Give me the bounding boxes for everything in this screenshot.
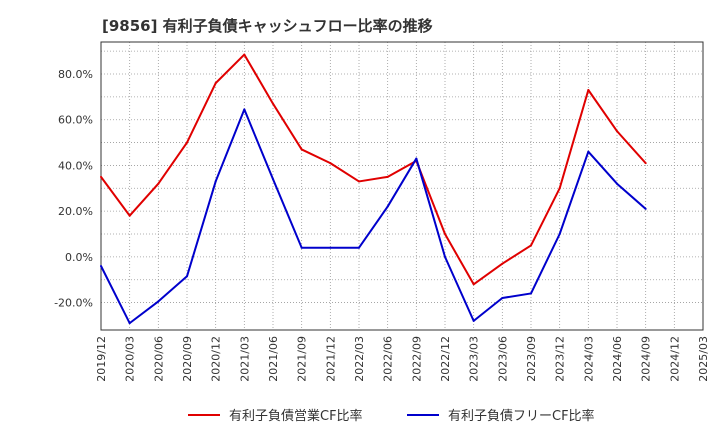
x-tick-label: 2022/12 xyxy=(439,336,452,382)
x-tick-label: 2020/03 xyxy=(124,336,137,382)
x-tick-label: 2023/12 xyxy=(554,336,567,382)
x-tick-label: 2023/06 xyxy=(496,336,509,382)
x-tick-label: 2021/12 xyxy=(324,336,337,382)
data-point-series-0 xyxy=(358,180,360,183)
x-tick-label: 2021/03 xyxy=(238,336,251,382)
data-point-series-0 xyxy=(186,141,188,144)
x-tick-label: 2023/09 xyxy=(525,336,538,382)
x-tick-label: 2024/12 xyxy=(668,336,681,382)
series-line-0 xyxy=(100,53,647,286)
data-point-series-1 xyxy=(530,292,532,295)
data-point-series-0 xyxy=(128,214,131,217)
data-point-series-0 xyxy=(472,283,475,286)
x-tick-label: 2022/09 xyxy=(410,336,423,382)
data-point-series-1 xyxy=(128,322,131,325)
data-point-series-0 xyxy=(243,53,246,56)
legend: 有利子負債営業CF比率 有利子負債フリーCF比率 xyxy=(188,408,595,424)
data-point-series-1 xyxy=(587,150,590,153)
x-tick-label: 2024/09 xyxy=(640,336,653,382)
data-point-series-0 xyxy=(501,262,504,265)
grid xyxy=(100,42,704,330)
data-point-series-0 xyxy=(157,182,160,185)
plot-frame xyxy=(100,41,704,331)
data-point-series-0 xyxy=(616,130,618,133)
series-line-1 xyxy=(100,108,647,325)
data-point-series-1 xyxy=(358,246,360,249)
y-tick-label: 0.0% xyxy=(65,251,93,264)
data-point-series-1 xyxy=(214,180,217,183)
series-group xyxy=(100,53,647,325)
y-tick-label: -20.0% xyxy=(54,297,93,310)
y-tick-label: 60.0% xyxy=(58,114,93,127)
data-point-series-1 xyxy=(329,246,332,249)
x-tick-label: 2020/09 xyxy=(181,336,194,382)
data-point-series-0 xyxy=(214,82,217,85)
data-point-series-1 xyxy=(157,300,160,303)
data-point-series-0 xyxy=(587,89,590,91)
chart-title: [9856] 有利子負債キャッシュフロー比率の推移 xyxy=(102,17,433,35)
x-tick-label: 2020/06 xyxy=(152,336,165,382)
x-tick-labels: 2019/12 2020/03 2020/06 2020/09 2020/12 2021/… xyxy=(95,336,710,382)
x-tick-label: 2025/03 xyxy=(697,336,710,382)
data-point-series-1 xyxy=(444,255,446,258)
data-point-series-1 xyxy=(243,108,246,111)
data-point-series-1 xyxy=(616,182,618,185)
data-point-series-1 xyxy=(272,178,274,181)
data-point-series-0 xyxy=(100,175,102,178)
x-tick-label: 2024/03 xyxy=(582,336,595,382)
data-point-series-0 xyxy=(530,244,532,247)
x-tick-label: 2021/09 xyxy=(296,336,309,382)
data-point-series-0 xyxy=(272,102,274,105)
x-tick-label: 2023/03 xyxy=(468,336,481,382)
y-tick-labels: -20.0% 0.0% 20.0% 40.0% 60.0% 80.0% xyxy=(54,68,93,310)
legend-label-free-cf: 有利子負債フリーCF比率 xyxy=(448,408,595,424)
y-tick-label: 40.0% xyxy=(58,159,93,172)
data-point-series-0 xyxy=(644,162,647,165)
axes xyxy=(100,41,704,331)
data-point-series-1 xyxy=(472,319,475,322)
data-point-series-1 xyxy=(644,207,647,210)
data-point-series-0 xyxy=(329,162,332,165)
x-tick-label: 2022/03 xyxy=(353,336,366,382)
data-point-series-0 xyxy=(444,233,446,235)
data-point-series-0 xyxy=(300,148,303,151)
data-point-series-1 xyxy=(100,265,102,267)
data-point-series-1 xyxy=(415,157,418,160)
x-tick-label: 2024/06 xyxy=(611,336,624,382)
data-point-series-1 xyxy=(186,275,188,278)
data-point-series-1 xyxy=(558,233,561,235)
x-tick-label: 2021/06 xyxy=(267,336,280,382)
data-point-series-1 xyxy=(300,246,303,249)
data-point-series-1 xyxy=(501,297,504,299)
x-tick-label: 2022/06 xyxy=(382,336,395,382)
data-point-series-0 xyxy=(386,175,389,178)
data-point-series-1 xyxy=(386,205,389,208)
x-tick-label: 2019/12 xyxy=(95,336,108,382)
y-tick-label: 80.0% xyxy=(58,68,93,81)
y-tick-label: 20.0% xyxy=(58,205,93,218)
legend-label-operating-cf: 有利子負債営業CF比率 xyxy=(229,408,363,424)
data-point-series-0 xyxy=(558,187,561,190)
x-tick-label: 2020/12 xyxy=(210,336,223,382)
